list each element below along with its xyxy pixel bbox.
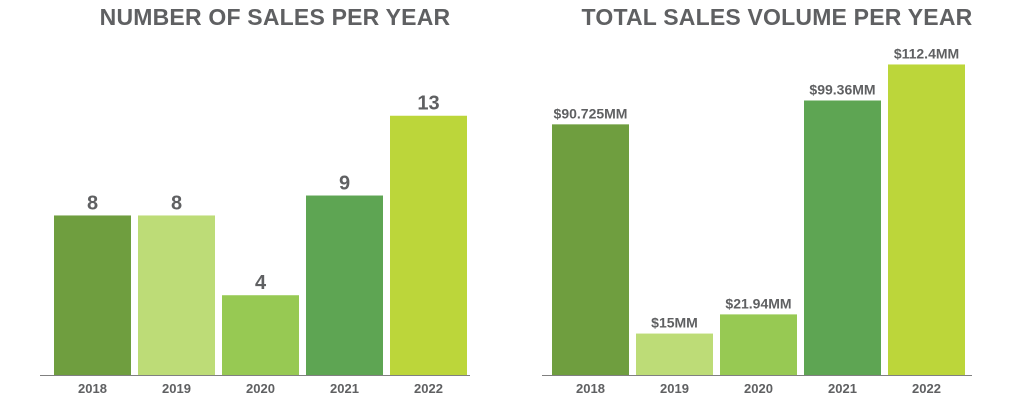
- bar-2019: [138, 215, 215, 375]
- chart-plot-sales-count: 8 2018 8 2019 4 2020 9 2021 13 2022: [40, 93, 470, 396]
- data-label-2019: 8: [171, 192, 182, 214]
- x-tick-2021: 2021: [330, 381, 359, 396]
- data-label-2020: $21.94MM: [725, 295, 791, 311]
- x-tick-2020: 2020: [246, 381, 275, 396]
- x-tick-2019: 2019: [162, 381, 191, 396]
- chart-title: TOTAL SALES VOLUME PER YEAR: [581, 4, 973, 30]
- bar-2020: [720, 314, 797, 375]
- x-tick-2022: 2022: [912, 381, 941, 396]
- data-label-2020: 4: [255, 272, 267, 294]
- bar-2021: [306, 195, 383, 375]
- bar-2018: [54, 215, 131, 375]
- data-label-2018: 8: [87, 192, 98, 214]
- bar-2018: [552, 124, 629, 375]
- x-tick-2021: 2021: [828, 381, 857, 396]
- data-label-2022: 13: [417, 93, 439, 115]
- chart-sales-volume: TOTAL SALES VOLUME PER YEAR $90.725MM 201…: [542, 0, 1012, 405]
- x-tick-2019: 2019: [660, 381, 689, 396]
- bar-2020: [222, 295, 299, 375]
- chart-sales-count: NUMBER OF SALES PER YEAR 8 2018 8 2019 4 2020…: [40, 0, 510, 405]
- data-label-2022: $112.4MM: [894, 45, 959, 61]
- data-label-2021: 9: [339, 173, 350, 195]
- x-tick-2018: 2018: [576, 381, 605, 396]
- bar-2022: [390, 115, 467, 375]
- data-label-2021: $99.36MM: [809, 81, 875, 97]
- bar-2021: [804, 100, 881, 376]
- x-tick-2020: 2020: [744, 381, 773, 396]
- bar-2019: [636, 333, 713, 375]
- x-tick-2022: 2022: [414, 381, 443, 396]
- data-label-2018: $90.725MM: [554, 105, 628, 121]
- x-tick-2018: 2018: [78, 381, 107, 396]
- data-label-2019: $15MM: [651, 315, 698, 331]
- chart-title: NUMBER OF SALES PER YEAR: [99, 4, 451, 30]
- bar-2022: [888, 64, 965, 376]
- chart-plot-sales-volume: $90.725MM 2018 $15MM 2019 $21.94MM 2020 $99.36…: [542, 45, 972, 396]
